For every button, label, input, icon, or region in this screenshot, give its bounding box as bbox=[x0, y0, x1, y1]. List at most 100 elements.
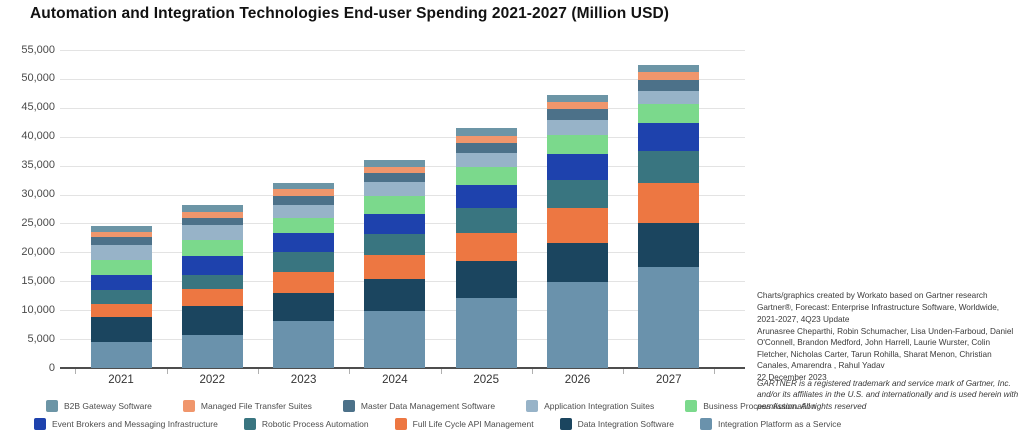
bar-segment-2026 bbox=[547, 134, 608, 154]
legend-swatch-icon bbox=[182, 400, 195, 412]
x-axis-label: 2025 bbox=[473, 374, 499, 386]
bar-segment-2024 bbox=[364, 173, 426, 183]
bar-segment-2022 bbox=[181, 211, 243, 218]
bar-segment-2021 bbox=[90, 316, 152, 342]
legend-label: Full Life Cycle API Management bbox=[412, 419, 534, 429]
bar-segment-2024 bbox=[364, 196, 426, 214]
x-axis-tick bbox=[714, 369, 716, 374]
legend-swatch-icon bbox=[559, 418, 572, 430]
bar-segment-2025 bbox=[455, 135, 517, 143]
bar-segment-2027 bbox=[638, 151, 700, 184]
bar-segment-2026 bbox=[547, 153, 608, 180]
legend-item: Event Brokers and Messaging Infrastructu… bbox=[34, 418, 218, 430]
x-axis-label: 2027 bbox=[656, 374, 682, 386]
bar-segment-2023 bbox=[273, 293, 335, 321]
legend-swatch-icon bbox=[342, 400, 355, 412]
attribution-line: Charts/graphics created by Workato based… bbox=[757, 291, 988, 300]
bar-segment-2026 bbox=[547, 94, 608, 103]
bar-segment-2022 bbox=[181, 288, 243, 307]
bar-segment-2022 bbox=[181, 274, 243, 289]
legend-swatch-icon bbox=[699, 418, 712, 430]
y-axis-tick-label: 45,000 bbox=[21, 101, 55, 114]
x-axis-label: 2024 bbox=[382, 374, 408, 386]
chart-title: Automation and Integration Technologies … bbox=[30, 5, 670, 22]
y-axis-tick-label: 20,000 bbox=[21, 245, 55, 258]
bar-segment-2023 bbox=[273, 252, 335, 272]
gridline bbox=[60, 107, 745, 109]
x-axis-line bbox=[60, 367, 745, 369]
bar-segment-2026 bbox=[547, 282, 608, 368]
y-axis-tick-label: 0 bbox=[48, 361, 55, 374]
legend-label: Integration Platform as a Service bbox=[717, 419, 842, 429]
attribution-line: 22 December 2023 bbox=[757, 373, 827, 383]
legend-item: Full Life Cycle API Management bbox=[394, 418, 534, 430]
bar-segment-2023 bbox=[273, 271, 335, 294]
y-axis-tick-label: 35,000 bbox=[21, 159, 55, 172]
bar-segment-2025 bbox=[455, 166, 517, 185]
bar-segment-2024 bbox=[364, 233, 426, 255]
legend-item: Data Integration Software bbox=[559, 418, 674, 430]
legend-label: Business Process Automation bbox=[703, 401, 816, 411]
legend-item: Business Process Automation bbox=[685, 400, 816, 412]
legend-row-1: B2B Gateway Software Managed File Transfe… bbox=[46, 400, 816, 412]
legend-swatch-icon bbox=[46, 400, 58, 412]
bar-segment-2025 bbox=[455, 232, 517, 262]
bar-segment-2027 bbox=[638, 123, 700, 152]
bar-segment-2024 bbox=[364, 167, 426, 174]
legend-swatch-icon bbox=[34, 418, 46, 430]
bar-segment-2025 bbox=[455, 208, 517, 233]
bar-segment-2023 bbox=[273, 189, 335, 196]
x-axis-tick bbox=[623, 369, 625, 374]
bar-segment-2022 bbox=[181, 306, 243, 335]
bar-segment-2027 bbox=[638, 266, 700, 368]
y-axis-tick-label: 50,000 bbox=[21, 72, 55, 85]
bar-segment-2022 bbox=[181, 225, 243, 240]
bar-segment-2025 bbox=[455, 298, 517, 368]
legend-label: Event Brokers and Messaging Infrastructu… bbox=[52, 419, 218, 429]
bar-segment-2026 bbox=[547, 102, 608, 109]
x-axis-tick bbox=[75, 369, 77, 374]
bar-segment-2021 bbox=[90, 231, 152, 237]
bar-segment-2024 bbox=[364, 254, 426, 279]
bar-segment-2027 bbox=[638, 90, 700, 105]
legend-swatch-icon bbox=[394, 418, 407, 430]
gartner-disclaimer: GARTNER is a registered trademark and se… bbox=[757, 379, 1019, 411]
bar-segment-2026 bbox=[547, 243, 608, 283]
y-axis-tick-label: 30,000 bbox=[21, 188, 55, 201]
legend-item: Managed File Transfer Suites bbox=[182, 400, 312, 412]
attribution-line: Arunasree Cheparthi, Robin Schumacher, L… bbox=[757, 326, 1014, 370]
bar-segment-2021 bbox=[90, 236, 152, 246]
legend-label: B2B Gateway Software bbox=[64, 401, 152, 411]
legend-label: Master Data Management Software bbox=[360, 401, 496, 411]
bar-segment-2025 bbox=[455, 152, 517, 167]
x-axis-tick bbox=[531, 369, 533, 374]
attribution-line: Gartner®, Forecast: Enterprise Infrastru… bbox=[757, 303, 1000, 324]
x-axis-tick bbox=[257, 369, 259, 374]
bar-segment-2023 bbox=[273, 217, 335, 234]
gridline bbox=[60, 50, 745, 51]
bar-segment-2024 bbox=[364, 159, 426, 168]
legend-label: Data Integration Software bbox=[577, 419, 674, 429]
bar-segment-2024 bbox=[364, 182, 426, 197]
gridline bbox=[60, 136, 745, 138]
legend-item: Robotic Process Automation bbox=[243, 418, 369, 430]
gridline bbox=[60, 78, 745, 80]
bar-segment-2024 bbox=[364, 311, 426, 368]
y-axis-tick-label: 5,000 bbox=[27, 332, 55, 345]
x-axis-label: 2023 bbox=[290, 374, 317, 386]
bar-segment-2023 bbox=[273, 183, 335, 190]
bar-segment-2023 bbox=[273, 195, 335, 205]
legend-label: Application Integration Suites bbox=[544, 401, 655, 411]
bar-segment-2022 bbox=[181, 217, 243, 226]
bar-segment-2023 bbox=[273, 320, 335, 368]
bar-segment-2025 bbox=[455, 261, 517, 299]
bar-segment-2021 bbox=[90, 275, 152, 291]
bar-segment-2025 bbox=[455, 128, 517, 136]
x-axis-label: 2022 bbox=[199, 374, 226, 386]
bar-segment-2021 bbox=[90, 290, 152, 304]
bar-segment-2027 bbox=[638, 79, 700, 91]
x-axis-tick bbox=[166, 369, 168, 374]
bar-segment-2021 bbox=[90, 303, 152, 317]
bar-segment-2025 bbox=[455, 184, 517, 209]
